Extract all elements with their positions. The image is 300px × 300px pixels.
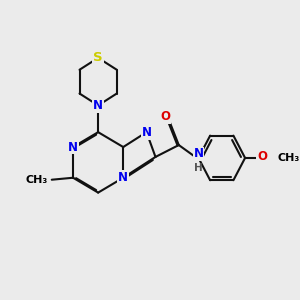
Text: S: S [93, 51, 103, 64]
Text: H: H [194, 163, 203, 173]
Text: N: N [68, 140, 78, 154]
Text: N: N [142, 126, 152, 139]
Text: O: O [257, 150, 267, 164]
Text: CH₃: CH₃ [277, 153, 300, 163]
Text: O: O [160, 110, 170, 123]
Text: N: N [118, 171, 128, 184]
Text: CH₃: CH₃ [26, 175, 48, 185]
Text: N: N [93, 99, 103, 112]
Text: N: N [194, 148, 203, 160]
